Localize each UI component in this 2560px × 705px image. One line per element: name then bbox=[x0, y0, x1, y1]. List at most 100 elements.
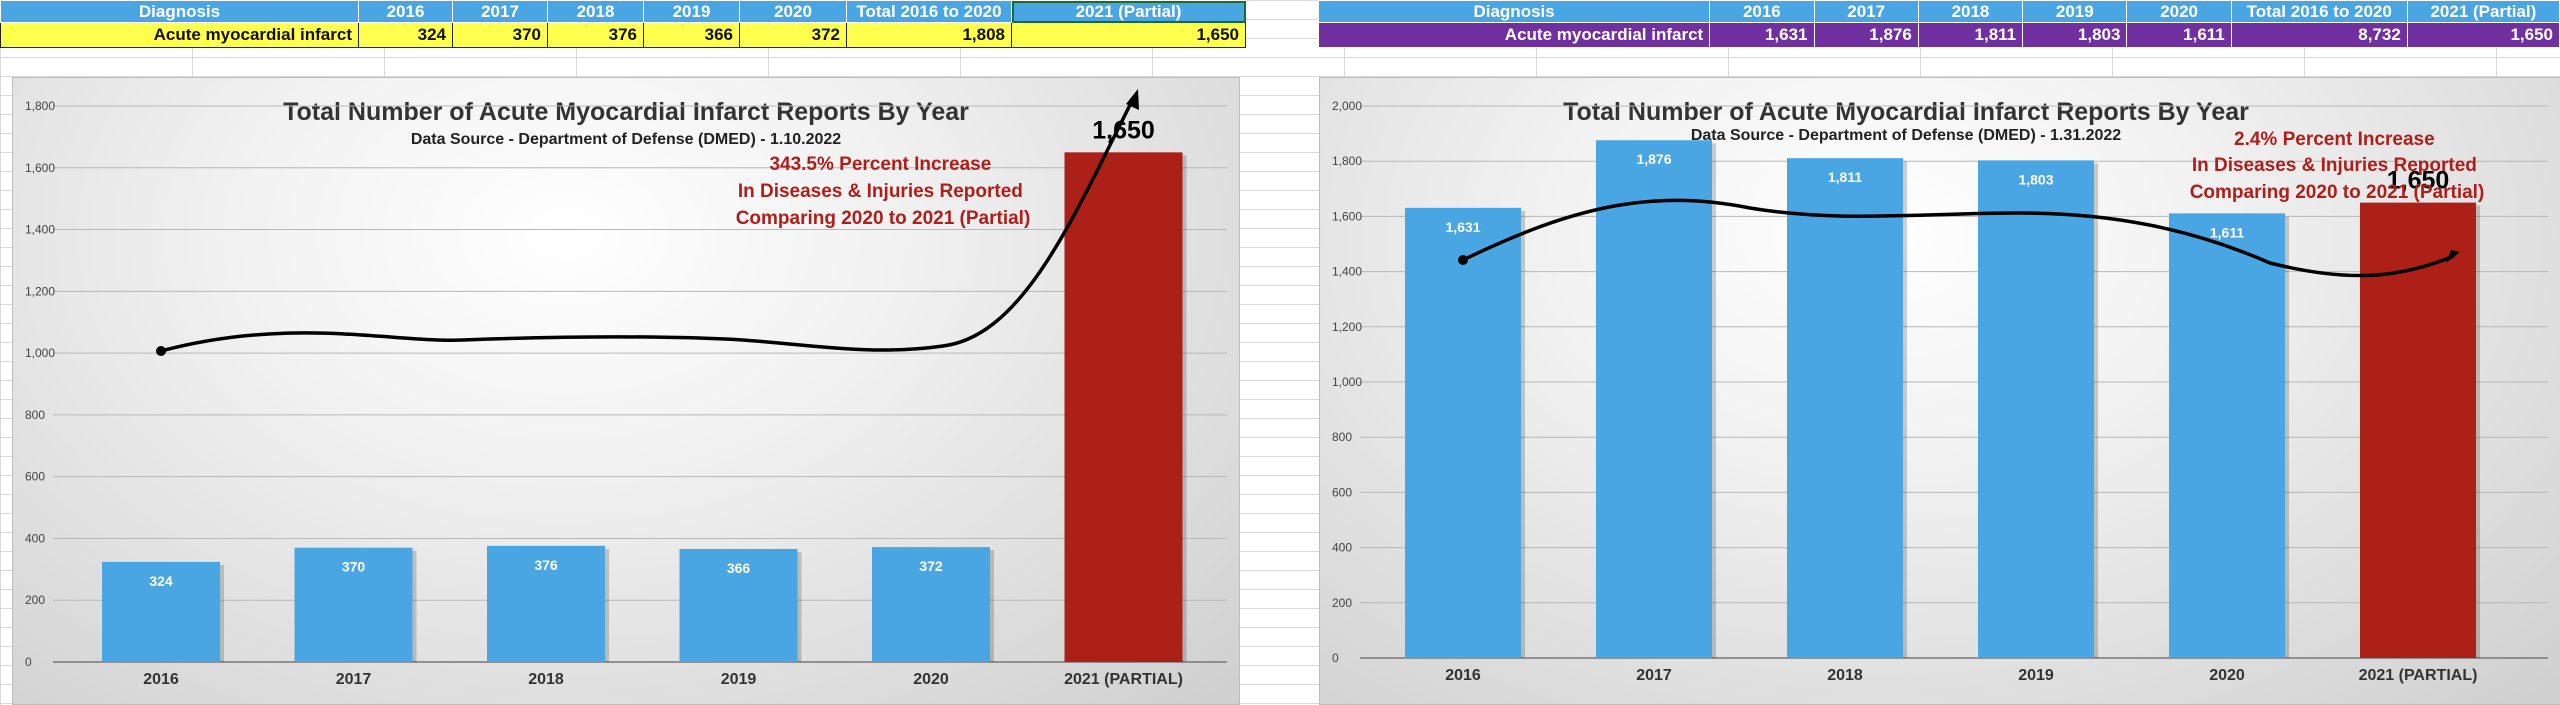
data-table-1: Diagnosis 2016 2017 2018 2019 2020 Total… bbox=[0, 0, 1246, 48]
chart-2[interactable]: Total Number of Acute Myocardial Infarct… bbox=[1319, 77, 2560, 705]
header-cell[interactable]: 2016 bbox=[1709, 0, 1815, 23]
header-cell[interactable]: 2016 bbox=[358, 0, 453, 23]
value-cell[interactable]: 372 bbox=[739, 22, 847, 48]
diagnosis-cell[interactable]: Acute myocardial infarct bbox=[0, 22, 359, 48]
bar[interactable] bbox=[1596, 140, 1712, 658]
left-panel: Diagnosis 2016 2017 2018 2019 2020 Total… bbox=[0, 0, 1246, 705]
chart-1-svg: Total Number of Acute Myocardial Infarct… bbox=[25, 89, 1227, 688]
header-cell[interactable]: 2019 bbox=[643, 0, 740, 23]
bar[interactable] bbox=[1064, 152, 1183, 662]
x-tick-label: 2016 bbox=[1445, 667, 1481, 684]
header-cell[interactable]: 2020 bbox=[2126, 0, 2232, 23]
annotation-line: 343.5% Percent Increase bbox=[769, 154, 991, 175]
y-tick-label: 600 bbox=[1332, 485, 1352, 499]
x-tick-label: 2019 bbox=[2018, 667, 2054, 684]
y-tick-label: 1,800 bbox=[1332, 154, 1362, 168]
header-cell[interactable]: 2017 bbox=[452, 0, 548, 23]
chart-title: Total Number of Acute Myocardial Infarct… bbox=[283, 98, 969, 126]
value-cell[interactable]: 376 bbox=[547, 22, 644, 48]
trend-arrowhead bbox=[2446, 250, 2460, 263]
y-tick-label: 600 bbox=[25, 470, 45, 484]
total-cell[interactable]: 8,732 bbox=[2230, 22, 2408, 48]
x-tick-label: 2017 bbox=[1636, 667, 1672, 684]
value-cell[interactable]: 366 bbox=[643, 22, 740, 48]
chart-1[interactable]: Total Number of Acute Myocardial Infarct… bbox=[12, 77, 1240, 705]
selected-header-cell[interactable]: 2021 (Partial) bbox=[1011, 0, 1246, 23]
header-cell[interactable]: Diagnosis bbox=[1317, 0, 1711, 23]
bar[interactable] bbox=[679, 548, 798, 662]
bar[interactable] bbox=[487, 545, 605, 662]
chart-subtitle: Data Source - Department of Defense (DME… bbox=[411, 131, 841, 148]
y-tick-label: 0 bbox=[1332, 651, 1339, 665]
bar[interactable] bbox=[1978, 160, 2094, 658]
header-cell[interactable]: Total 2016 to 2020 bbox=[846, 0, 1012, 23]
y-tick-label: 1,600 bbox=[25, 161, 55, 175]
header-cell[interactable]: 2018 bbox=[1917, 0, 2024, 23]
bar[interactable] bbox=[102, 561, 220, 662]
right-panel: Diagnosis 2016 2017 2018 2019 2020 Total… bbox=[1317, 0, 2560, 705]
bar[interactable] bbox=[1405, 207, 1521, 658]
bar[interactable] bbox=[1787, 158, 1903, 658]
data-label: 1,611 bbox=[2210, 224, 2244, 240]
partial-cell[interactable]: 1,650 bbox=[2406, 22, 2560, 48]
value-cell[interactable]: 1,803 bbox=[2022, 22, 2128, 48]
trend-start-dot bbox=[1458, 255, 1468, 265]
diagnosis-cell[interactable]: Acute myocardial infarct bbox=[1317, 22, 1711, 48]
gridlines: 0 200 400 600 800 1,000 1,200 1,400 1,600 1,800 bbox=[25, 99, 1227, 669]
data-label: 372 bbox=[919, 558, 943, 574]
data-label: 1,876 bbox=[1636, 151, 1671, 167]
partial-cell[interactable]: 1,650 bbox=[1011, 22, 1246, 48]
header-cell[interactable]: Total 2016 to 2020 bbox=[2230, 0, 2408, 23]
value-cell[interactable]: 1,811 bbox=[1917, 22, 2024, 48]
bars bbox=[1405, 140, 2480, 658]
header-cell[interactable]: 2021 (Partial) bbox=[2406, 0, 2560, 23]
table-row: Acute myocardial infarct 1,631 1,876 1,8… bbox=[1317, 22, 2560, 48]
value-cell[interactable]: 370 bbox=[452, 22, 548, 48]
trend-arrow bbox=[1462, 198, 2455, 278]
gridlines: 0 200 400 600 800 1,000 1,200 1,400 1,600 1,800 2,… bbox=[1332, 99, 2548, 665]
x-tick-label: 2019 bbox=[721, 671, 757, 688]
y-tick-label: 800 bbox=[1332, 430, 1352, 444]
value-cell[interactable]: 1,631 bbox=[1709, 22, 1815, 48]
data-label: 1,650 bbox=[2387, 167, 2450, 195]
header-cell[interactable]: 2019 bbox=[2022, 0, 2128, 23]
bar[interactable] bbox=[294, 547, 413, 662]
sheet-gap bbox=[1245, 0, 1318, 703]
y-tick-label: 400 bbox=[25, 531, 45, 545]
value-cell[interactable]: 1,611 bbox=[2126, 22, 2232, 48]
data-label: 1,631 bbox=[1445, 219, 1480, 235]
header-cell[interactable]: Diagnosis bbox=[0, 0, 359, 23]
chart-2-svg: Total Number of Acute Myocardial Infarct… bbox=[1332, 98, 2548, 684]
y-tick-label: 1,400 bbox=[1332, 265, 1362, 279]
total-cell[interactable]: 1,808 bbox=[846, 22, 1012, 48]
header-row: Diagnosis 2016 2017 2018 2019 2020 Total… bbox=[0, 0, 1246, 23]
value-cell[interactable]: 1,876 bbox=[1813, 22, 1919, 48]
x-tick-label: 2018 bbox=[1827, 667, 1863, 684]
bar[interactable] bbox=[872, 547, 990, 662]
header-cell[interactable]: 2017 bbox=[1813, 0, 1919, 23]
data-label: 370 bbox=[342, 559, 366, 575]
data-label: 366 bbox=[727, 560, 751, 576]
header-cell[interactable]: 2020 bbox=[739, 0, 847, 23]
bar[interactable] bbox=[2169, 213, 2285, 658]
y-tick-label: 200 bbox=[25, 593, 45, 607]
value-cell[interactable]: 324 bbox=[358, 22, 453, 48]
x-tick-label: 2020 bbox=[913, 671, 949, 688]
x-tick-label: 2020 bbox=[2209, 667, 2245, 684]
x-axis-labels: 2016 2017 2018 2019 2020 2021 (PARTIAL) bbox=[143, 671, 1183, 688]
x-tick-label: 2021 (PARTIAL) bbox=[2359, 667, 2478, 684]
data-labels: 1,631 1,876 1,811 1,803 1,611 1,650 bbox=[1445, 151, 2449, 240]
x-tick-label: 2018 bbox=[528, 671, 564, 688]
annotation-line: Comparing 2020 to 2021 (Partial) bbox=[736, 208, 1031, 229]
annotation-line: 2.4% Percent Increase bbox=[2234, 129, 2435, 150]
data-table-2: Diagnosis 2016 2017 2018 2019 2020 Total… bbox=[1317, 0, 2560, 48]
header-cell[interactable]: 2018 bbox=[547, 0, 644, 23]
y-tick-label: 1,000 bbox=[25, 346, 55, 360]
annotation: 2.4% Percent Increase In Diseases & Inju… bbox=[2190, 129, 2485, 203]
x-axis-labels: 2016 2017 2018 2019 2020 2021 (PARTIAL) bbox=[1445, 667, 2477, 684]
bar[interactable] bbox=[2360, 202, 2476, 658]
bars bbox=[102, 152, 1187, 662]
y-tick-label: 200 bbox=[1332, 596, 1352, 610]
trend-arrow bbox=[160, 102, 1133, 353]
